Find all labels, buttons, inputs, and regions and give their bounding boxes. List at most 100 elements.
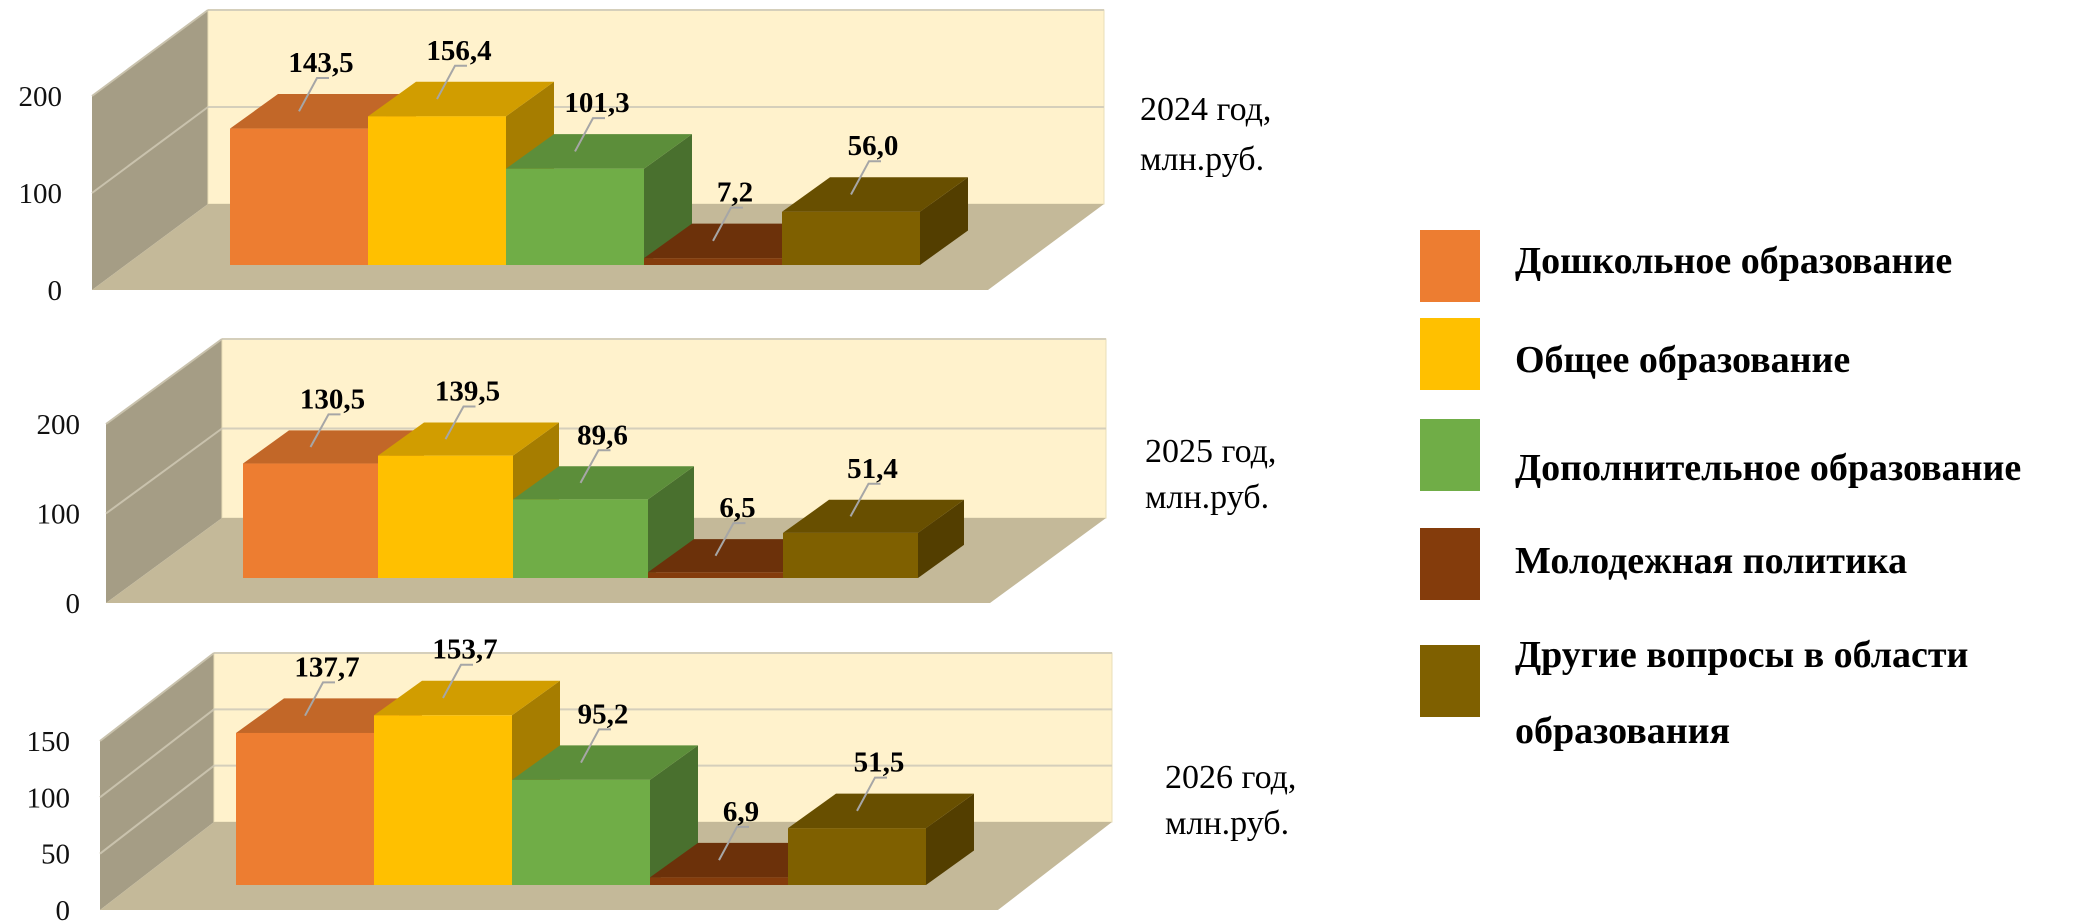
bar-front <box>378 455 513 578</box>
bar-front <box>644 258 782 265</box>
bar-3: 101,3 <box>506 87 692 265</box>
legend-label: Дошкольное образование <box>1515 240 1952 282</box>
legend: Дошкольное образование Общее образование Д… <box>1420 230 2021 752</box>
bar-front <box>788 828 926 885</box>
data-label-leader <box>304 681 335 717</box>
side-gridline <box>99 708 215 799</box>
data-label-leader <box>850 160 881 195</box>
legend-item-4: Молодежная политика <box>1420 528 1907 600</box>
legend-swatch <box>1420 318 1480 390</box>
chart-caption-line: млн.руб. <box>1145 479 1269 516</box>
legend-swatch <box>1420 419 1480 491</box>
legend-label: Дополнительное образование <box>1515 447 2021 489</box>
bar-front <box>512 779 650 885</box>
y-tick-label: 100 <box>27 782 71 814</box>
data-label-leader <box>580 728 611 764</box>
y-tick-label: 50 <box>41 839 70 871</box>
bar-side <box>650 745 698 885</box>
bar-top <box>788 793 974 829</box>
y-tick-label: 100 <box>37 499 81 531</box>
bar-3: 95,2 <box>512 698 698 885</box>
data-label-leader <box>849 482 881 517</box>
data-label: 153,7 <box>432 634 497 666</box>
side-gridline <box>105 427 223 515</box>
bar-front <box>374 715 512 885</box>
data-label-leader <box>718 825 749 861</box>
bar-3: 89,6 <box>513 419 694 578</box>
bar-top <box>506 134 692 169</box>
bar-side <box>920 177 968 265</box>
data-label-leader <box>309 413 341 448</box>
y-tick-label: 150 <box>27 726 71 758</box>
data-label-leader <box>574 117 605 152</box>
data-label: 137,7 <box>294 651 359 683</box>
legend-label: Молодежная политика <box>1515 540 1907 582</box>
legend-item-3: Дополнительное образование <box>1420 419 2021 491</box>
chart-panel-1: 0 100 200 143,5 156,4 101,3 7,2 56,0 2024 год, мл… <box>19 9 1271 307</box>
data-label-leader <box>298 77 329 112</box>
data-label: 51,4 <box>847 453 898 485</box>
bar-top <box>378 422 559 456</box>
bar-front <box>513 499 648 578</box>
bar-top <box>374 680 560 716</box>
y-tick-label: 0 <box>66 588 81 620</box>
y-tick-label: 200 <box>37 409 81 441</box>
y-tick-label: 0 <box>48 275 63 307</box>
legend-item-2: Общее образование <box>1420 318 1850 390</box>
bar-side <box>926 793 974 885</box>
chart-caption-line: 2024 год, <box>1140 91 1271 128</box>
bar-5: 51,5 <box>788 747 974 885</box>
chart-caption-line: 2025 год, <box>1145 433 1276 470</box>
legend-swatch <box>1420 528 1480 600</box>
chart-caption-line: 2026 год, <box>1165 759 1296 796</box>
side-gridline <box>91 9 209 97</box>
data-label-leader <box>712 206 743 242</box>
bar-front <box>782 211 920 265</box>
bar-top <box>512 745 698 780</box>
data-label: 130,5 <box>300 383 365 415</box>
data-label-leader <box>436 64 467 100</box>
bar-top <box>513 466 694 500</box>
bar-side <box>918 499 964 578</box>
bar-top <box>783 499 964 533</box>
data-label: 6,5 <box>719 492 755 524</box>
data-label: 101,3 <box>564 87 629 119</box>
side-gridline <box>91 106 209 194</box>
chart-panel-3: 0 50 100 150 137,7 153,7 95,2 6,9 51,5 2026 год, м… <box>27 634 1297 922</box>
bar-5: 51,4 <box>783 453 964 578</box>
data-label: 7,2 <box>717 177 753 209</box>
legend-swatch <box>1420 645 1480 717</box>
data-label-leader <box>856 776 887 812</box>
bar-front <box>236 732 374 885</box>
bar-top <box>782 177 968 212</box>
data-label: 56,0 <box>848 130 899 162</box>
bar-5: 56,0 <box>782 130 968 265</box>
data-label-leader <box>579 449 611 484</box>
data-label: 143,5 <box>288 47 353 79</box>
bar-front <box>783 532 918 578</box>
bar-front <box>368 116 506 265</box>
side-wall <box>100 653 214 910</box>
bar-top <box>368 81 554 117</box>
data-label-leader <box>442 663 473 699</box>
data-label: 51,5 <box>854 747 905 779</box>
chart-caption-line: млн.руб. <box>1165 805 1289 842</box>
legend-item-5: Другие вопросы в области образования <box>1420 634 1968 752</box>
bar-front <box>650 877 788 885</box>
data-label: 6,9 <box>723 796 759 828</box>
bar-front <box>243 463 378 578</box>
data-label: 139,5 <box>435 376 500 408</box>
legend-item-1: Дошкольное образование <box>1420 230 1952 302</box>
y-tick-label: 0 <box>56 895 71 922</box>
data-label: 89,6 <box>577 419 628 451</box>
legend-label: образования <box>1515 710 1730 752</box>
data-label: 95,2 <box>578 698 629 730</box>
side-gridline <box>99 764 215 855</box>
side-gridline <box>99 652 215 742</box>
side-gridline <box>105 338 223 425</box>
legend-swatch <box>1420 230 1480 302</box>
bar-front <box>230 128 368 265</box>
data-label-leader <box>714 522 746 557</box>
y-tick-label: 200 <box>19 81 63 113</box>
